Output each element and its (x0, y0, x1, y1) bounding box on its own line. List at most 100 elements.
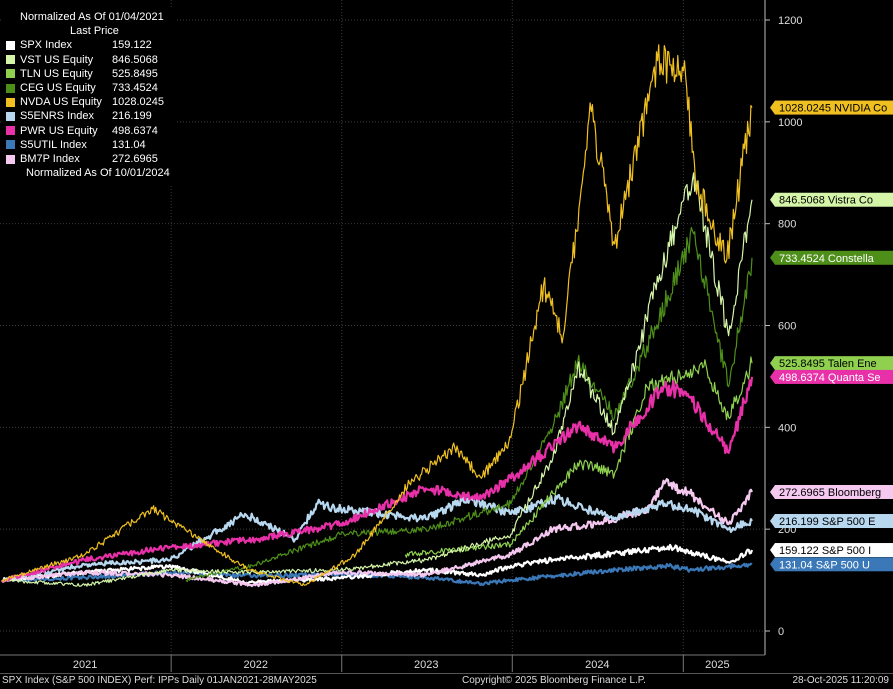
legend-row: S5UTIL Index 131.04 (6, 138, 170, 152)
legend-header: Normalized As Of 01/04/2021 (20, 11, 164, 23)
legend: Normalized As Of 01/04/2021 Last Price S… (2, 8, 176, 185)
legend-swatch (6, 41, 15, 50)
legend-series-value: 525.8495 (112, 67, 158, 80)
footer-description: SPX Index (S&P 500 INDEX) Perf: IPPs Dai… (2, 675, 317, 686)
legend-swatch (6, 126, 15, 136)
tag-box (775, 484, 893, 499)
legend-series-name: BM7P Index (20, 153, 80, 166)
y-tick-label: 0 (778, 626, 784, 638)
legend-swatch (6, 97, 15, 107)
tag-text: 733.4524 Constella (779, 253, 875, 265)
x-tick-label: 2024 (585, 659, 609, 671)
tag-text: 131.04 S&P 500 U (779, 559, 870, 571)
series-line-ceg-us-equity (185, 227, 753, 583)
legend-series-value: 1028.0245 (112, 96, 164, 109)
legend-swatch (6, 154, 15, 164)
tag-text: 498.6374 Quanta Se (779, 372, 881, 384)
y-tick-label: 400 (778, 422, 796, 434)
legend-series-name: VST US Equity (20, 53, 94, 66)
last-price-tag: 131.04 S&P 500 U (770, 557, 893, 572)
x-tick-label: 2022 (243, 659, 267, 671)
tag-text: 1028.0245 NVIDIA Co (779, 103, 887, 115)
tag-text: 159.122 S&P 500 I (779, 545, 871, 557)
legend-subheader: Last Price (70, 25, 119, 38)
y-tick-label: 800 (778, 219, 796, 231)
tag-pointer (770, 192, 775, 207)
tag-box (775, 250, 893, 265)
legend-series-name: TLN US Equity (20, 67, 93, 80)
tag-pointer (770, 100, 775, 115)
tag-box (775, 192, 893, 207)
footer-copyright: Copyright© 2025 Bloomberg Finance L.P. (462, 675, 646, 686)
last-price-tag: 733.4524 Constella (770, 250, 893, 265)
legend-swatch (6, 140, 15, 150)
legend-series-value: 216.199 (112, 110, 152, 123)
tag-box (775, 557, 893, 572)
last-price-tag: 159.122 S&P 500 I (770, 543, 893, 558)
last-price-tag: 1028.0245 NVIDIA Co (770, 100, 893, 115)
footer-bar: SPX Index (S&P 500 INDEX) Perf: IPPs Dai… (0, 673, 893, 689)
legend-series-name: SPX Index (20, 39, 72, 52)
series-lines (1, 44, 754, 588)
legend-series-name: PWR US Equity (20, 124, 98, 137)
x-dividers (170, 0, 684, 655)
series-line-tln-us-equity (404, 356, 753, 558)
tag-pointer (770, 484, 775, 499)
last-price-tag: 272.6965 Bloomberg (770, 484, 893, 499)
tag-pointer (770, 543, 775, 558)
tag-box (775, 100, 893, 115)
series-line-s5enrs-index (1, 493, 753, 583)
last-price-tags: 159.122 S&P 500 I 846.5068 Vistra Co 525.8… (770, 100, 893, 572)
tag-pointer (770, 250, 775, 265)
footer-timestamp: 28-Oct-2025 11:20:09 (792, 675, 889, 686)
tag-pointer (770, 514, 775, 529)
legend-series-value: 159.122 (112, 39, 152, 52)
tag-text: 846.5068 Vistra Co (779, 195, 873, 207)
tag-pointer (770, 557, 775, 572)
legend-series-name: NVDA US Equity (20, 96, 102, 109)
last-price-tag: 498.6374 Quanta Se (770, 369, 893, 384)
legend-row: VST US Equity 846.5068 (6, 53, 170, 67)
tag-pointer (770, 369, 775, 384)
tag-box (775, 356, 893, 371)
legend-series-value: 733.4524 (112, 82, 158, 95)
legend-swatch (6, 112, 15, 122)
legend-row: SPX Index 159.122 (6, 38, 170, 52)
series-line-nvda-us-equity (1, 44, 753, 587)
legend-row: BM7P Index 272.6965 (6, 152, 170, 166)
tag-box (775, 369, 893, 384)
legend-swatch (6, 69, 15, 79)
x-tick-label: 2023 (414, 659, 438, 671)
legend-row: NVDA US Equity 1028.0245 (6, 95, 170, 109)
x-axis: 2021 2022 2023 2024 2025 (0, 654, 765, 672)
tag-box (775, 543, 893, 558)
y-tick-label: 1000 (778, 117, 802, 129)
y-tick-label: 1200 (778, 15, 802, 27)
legend-swatch (6, 55, 15, 65)
last-price-tag: 525.8495 Talen Ene (770, 356, 893, 371)
last-price-tag: 216.199 S&P 500 E (770, 514, 893, 529)
tag-pointer (770, 356, 775, 371)
tag-text: 216.199 S&P 500 E (779, 516, 875, 528)
legend-row: PWR US Equity 498.6374 (6, 124, 170, 138)
last-price-tag: 846.5068 Vistra Co (770, 192, 893, 207)
tag-text: 272.6965 Bloomberg (779, 487, 881, 499)
legend-series-value: 131.04 (112, 138, 146, 151)
legend-row: TLN US Equity 525.8495 (6, 67, 170, 81)
y-tick-label: 600 (778, 321, 796, 333)
series-line-vst-us-equity (1, 172, 753, 587)
x-tick-label: 2025 (705, 659, 729, 671)
tag-text: 525.8495 Talen Ene (779, 358, 877, 370)
legend-series-name: CEG US Equity (20, 82, 96, 95)
tag-box (775, 514, 893, 529)
legend-footer: Normalized As Of 10/01/2024 (26, 167, 170, 180)
legend-row: CEG US Equity 733.4524 (6, 81, 170, 95)
legend-series-value: 272.6965 (112, 153, 158, 166)
legend-rows: SPX Index 159.122 VST US Equity 846.5068 TLN… (6, 38, 170, 166)
legend-series-name: S5UTIL Index (20, 138, 87, 151)
legend-row: S5ENRS Index 216.199 (6, 109, 170, 123)
x-tick-label: 2021 (73, 659, 97, 671)
series-line-pwr-us-equity (1, 376, 754, 583)
legend-swatch (6, 83, 15, 93)
